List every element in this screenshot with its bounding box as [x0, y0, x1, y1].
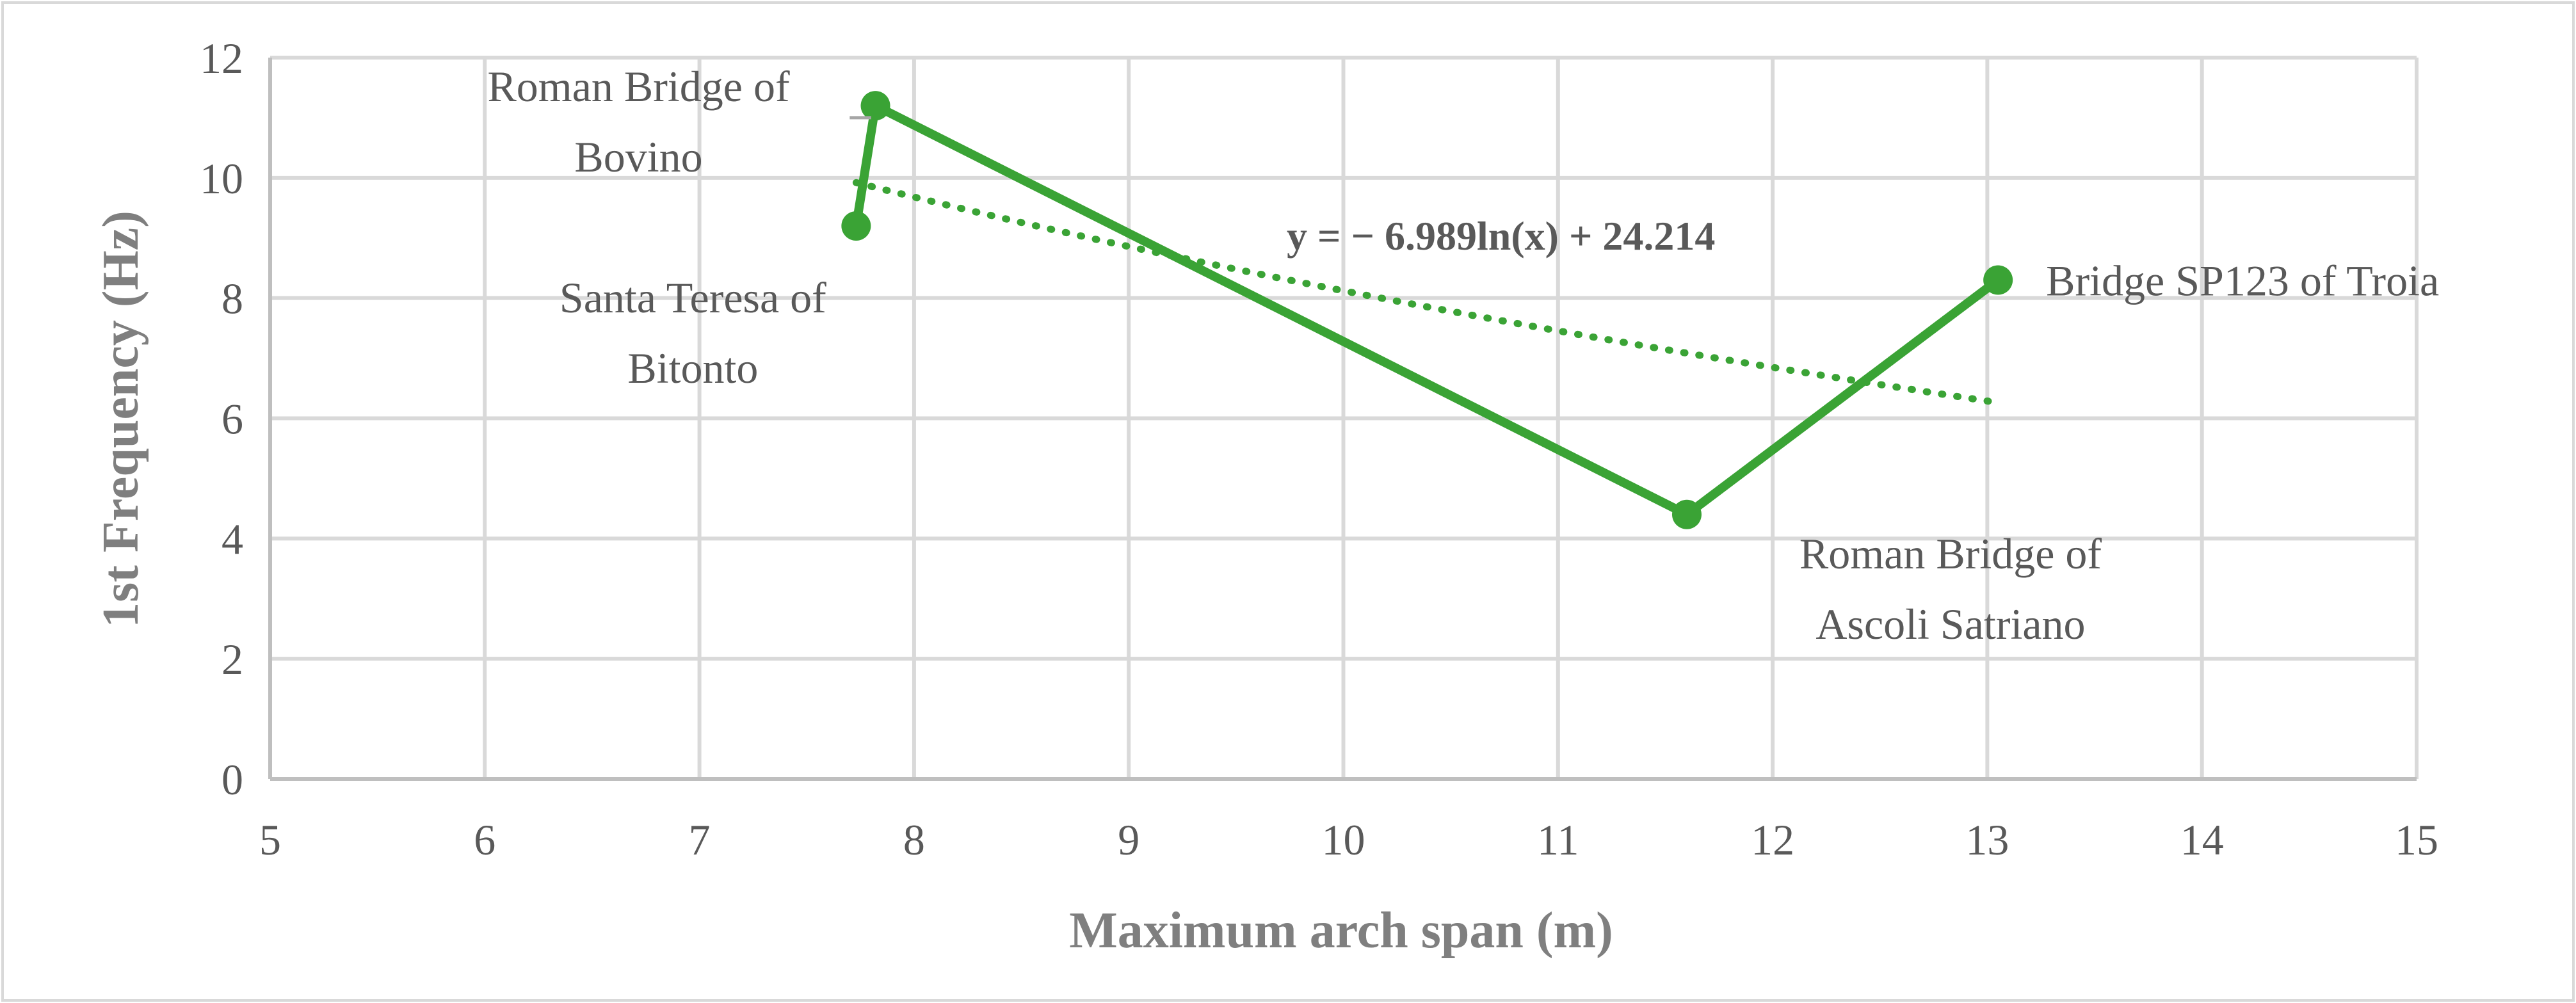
x-tick-label-10: 10	[1322, 815, 1365, 864]
y-tick-label-2: 2	[221, 635, 243, 684]
y-tick-label-8: 8	[221, 275, 243, 323]
x-tick-label-12: 12	[1751, 815, 1794, 864]
point-labels: Santa Teresa of Bitonto Roman Bridge of Bov…	[487, 62, 2439, 648]
y-tick-label-10: 10	[200, 154, 243, 203]
y-tick-label-12: 12	[200, 34, 243, 83]
x-tick-label-14: 14	[2180, 815, 2224, 864]
data-point-1	[841, 211, 871, 241]
series-group	[841, 91, 2013, 529]
point-label-4: Bridge SP123 of Troia	[2046, 256, 2439, 305]
tick-labels: 5 6 7 8 9 10 11 12 13 14 15 0 2 4 6 8 10 12	[200, 34, 2438, 864]
y-tick-label-6: 6	[221, 395, 243, 444]
trendline-group	[852, 179, 2002, 406]
trendline-equation: y = − 6.989ln(x) + 24.214	[1287, 213, 1715, 259]
x-tick-label-7: 7	[689, 815, 711, 864]
data-point-4	[1983, 265, 2013, 295]
data-point-2	[860, 91, 890, 121]
x-tick-label-15: 15	[2395, 815, 2438, 864]
y-axis-title: 1st Frequency (Hz)	[93, 211, 149, 628]
y-tick-label-0: 0	[221, 755, 243, 804]
x-tick-label-13: 13	[1965, 815, 2009, 864]
series-line	[851, 101, 2003, 519]
point-label-3: Roman Bridge of Ascoli Satriano	[1799, 529, 2102, 648]
x-axis-title: Maximum arch span (m)	[1069, 903, 1613, 959]
point-label-2: Roman Bridge of Bovino	[487, 62, 790, 181]
y-tick-label-4: 4	[221, 515, 243, 563]
x-tick-label-6: 6	[474, 815, 495, 864]
axes	[268, 58, 2417, 781]
x-tick-label-9: 9	[1118, 815, 1139, 864]
trendline	[852, 179, 2002, 406]
point-label-1: Santa Teresa of Bitonto	[559, 273, 826, 392]
x-tick-label-8: 8	[903, 815, 925, 864]
x-tick-label-5: 5	[259, 815, 281, 864]
x-tick-label-11: 11	[1537, 815, 1579, 864]
data-point-3	[1671, 499, 1702, 529]
grid	[270, 56, 2419, 779]
